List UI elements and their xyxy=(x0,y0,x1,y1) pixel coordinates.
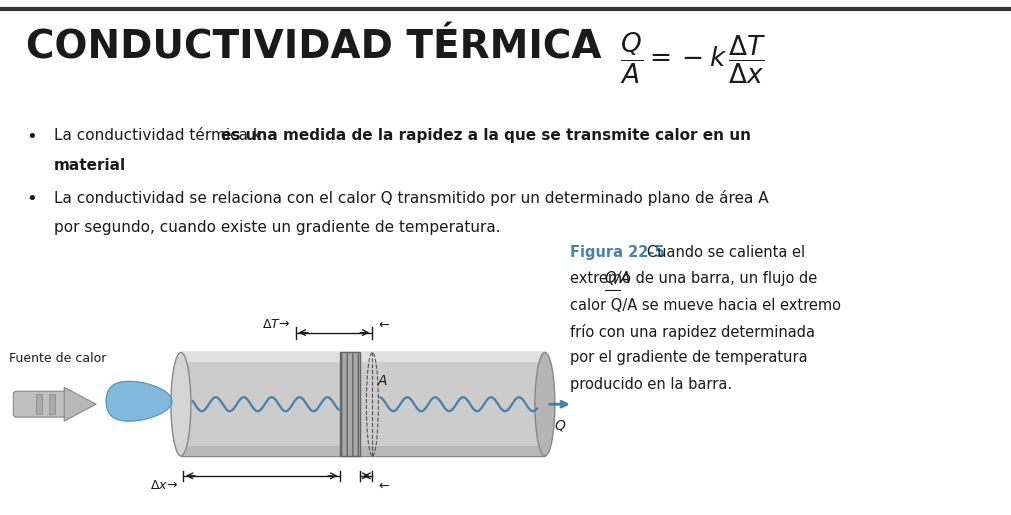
Ellipse shape xyxy=(171,352,191,456)
Text: La conductividad se relaciona con el calor Q transmitido por un determinado plan: La conductividad se relaciona con el cal… xyxy=(55,191,769,207)
Text: •: • xyxy=(26,191,37,209)
Text: es una medida de la rapidez a la que se transmite calor en un: es una medida de la rapidez a la que se … xyxy=(221,128,751,143)
Text: $\leftarrow$: $\leftarrow$ xyxy=(376,318,390,331)
Polygon shape xyxy=(65,387,96,421)
Text: calor ​Q/A se mueve hacia el extremo: calor ​Q/A se mueve hacia el extremo xyxy=(570,298,841,313)
Bar xyxy=(36,394,42,414)
Text: Cuando se calienta el: Cuando se calienta el xyxy=(634,245,806,260)
Text: por el gradiente de temperatura: por el gradiente de temperatura xyxy=(570,351,808,366)
Text: La conductividad térmica k: La conductividad térmica k xyxy=(55,128,267,143)
Text: producido en la barra.: producido en la barra. xyxy=(570,377,732,392)
Text: Figura 22-5: Figura 22-5 xyxy=(570,245,664,260)
Text: frío con una rapidez determinada: frío con una rapidez determinada xyxy=(570,324,815,340)
Text: .: . xyxy=(104,158,108,173)
Bar xyxy=(50,394,56,414)
Text: Q/A: Q/A xyxy=(605,271,631,286)
Text: extremo de una barra, un flujo de: extremo de una barra, un flujo de xyxy=(570,271,817,286)
Polygon shape xyxy=(106,381,172,421)
Text: A: A xyxy=(377,374,387,388)
Bar xyxy=(181,446,545,456)
Text: $\dfrac{Q}{A} = -k\,\dfrac{\Delta T}{\Delta x}$: $\dfrac{Q}{A} = -k\,\dfrac{\Delta T}{\De… xyxy=(620,31,766,87)
Text: material: material xyxy=(55,158,126,173)
Text: $\leftarrow$: $\leftarrow$ xyxy=(376,479,390,492)
Text: $\Delta x\!\rightarrow$: $\Delta x\!\rightarrow$ xyxy=(150,479,178,492)
Text: $\Delta T\!\rightarrow$: $\Delta T\!\rightarrow$ xyxy=(262,318,290,331)
FancyBboxPatch shape xyxy=(13,391,67,417)
Text: •: • xyxy=(26,128,37,146)
Ellipse shape xyxy=(535,352,555,456)
Text: Fuente de calor: Fuente de calor xyxy=(9,352,107,366)
Bar xyxy=(181,352,545,363)
Text: por segundo, cuando existe un gradiente de temperatura.: por segundo, cuando existe un gradiente … xyxy=(55,220,500,235)
Bar xyxy=(341,352,360,456)
Text: CONDUCTIVIDAD TÉRMICA: CONDUCTIVIDAD TÉRMICA xyxy=(26,28,602,66)
Bar xyxy=(181,352,545,456)
Text: Q: Q xyxy=(555,418,566,432)
